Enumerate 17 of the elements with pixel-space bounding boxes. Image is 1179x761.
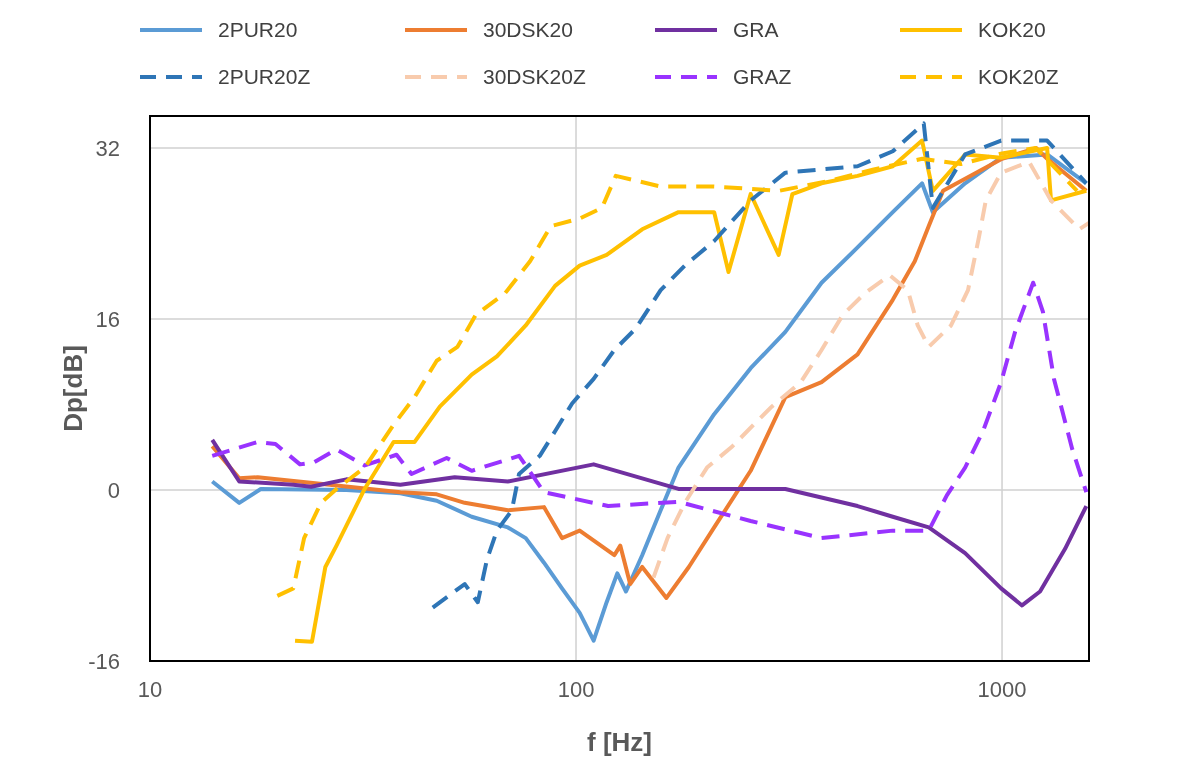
legend-label: 2PUR20 [218,18,298,42]
y-tick-label: 0 [107,477,120,503]
y-tick-label: 32 [95,135,120,161]
legend-label: 2PUR20Z [218,65,311,89]
x-tick-label: 1000 [977,677,1027,702]
legend-label: 30DSK20 [483,18,573,42]
y-axis-title: Dp[dB] [58,345,88,432]
y-tick-label: -16 [88,648,120,674]
legend-label: GRA [733,18,779,42]
y-tick-label: 16 [95,306,120,332]
x-tick-label: 100 [557,677,595,702]
legend-label: KOK20 [978,18,1046,42]
x-tick-label: 10 [137,677,163,702]
x-axis-title: f [Hz] [587,727,652,757]
legend-label: 30DSK20Z [483,65,586,89]
legend-label: KOK20Z [978,65,1059,89]
legend-label: GRAZ [733,65,792,89]
